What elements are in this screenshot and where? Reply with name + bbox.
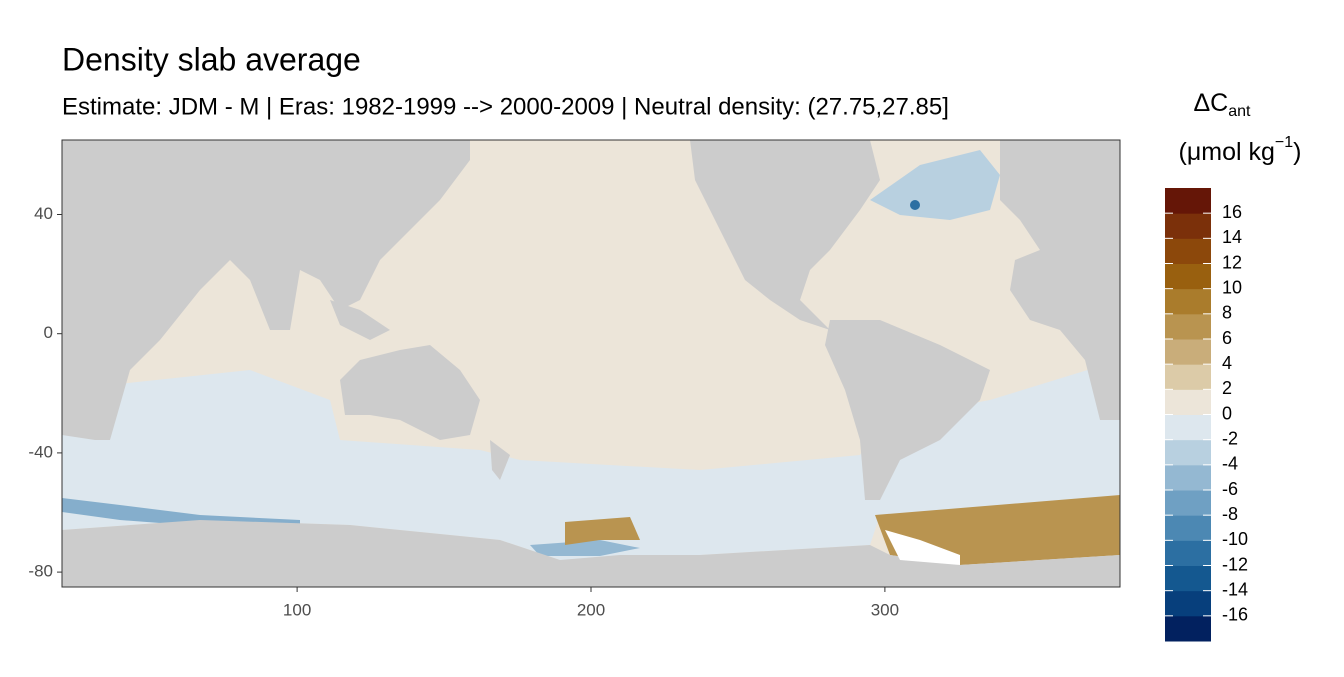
x-tick-label: 300 [871,600,899,619]
eurasia-africa [62,140,470,440]
colorbar-label: 0 [1222,403,1232,423]
colorbar-bin [1165,389,1211,415]
legend-title-main: ΔC [1193,89,1228,117]
colorbar-bin [1165,339,1211,365]
legend-title-sub: ant [1228,103,1251,120]
legend-unit-sup: −1 [1275,134,1293,151]
colorbar-bin [1165,565,1211,592]
colorbar-label: -14 [1222,579,1248,599]
colorbar-label: 6 [1222,328,1232,348]
legend-unit-close: ) [1293,138,1301,166]
x-tick-label: 100 [283,600,311,619]
colorbar-label: 2 [1222,378,1232,398]
south-america [825,320,990,500]
antarctica [62,520,1120,587]
legend-title: ΔCant [1193,89,1251,121]
colorbar-label: -8 [1222,504,1238,524]
north-atlantic-patch [870,150,1000,220]
southern-ocean [62,360,1120,560]
colorbar-bin [1165,540,1211,566]
colorbar-bin [1165,213,1211,239]
chart-title: Density slab average [62,41,361,77]
colorbar-label: -12 [1222,554,1248,574]
x-tick-label: 200 [577,600,605,619]
legend-unit-main: (μmol kg [1179,138,1275,166]
chart-subtitle: Estimate: JDM - M | Eras: 1982-1999 --> … [62,93,949,120]
colorbar-label: 14 [1222,227,1242,247]
colorbar-label: 12 [1222,252,1242,272]
y-tick-label: -80 [28,562,53,581]
colorbar-label: -10 [1222,529,1248,549]
deep-blue-spot [910,200,920,210]
colorbar-label: -16 [1222,605,1248,625]
colorbar-bin [1165,490,1211,516]
y-tick-label: -40 [28,442,53,461]
colorbar-bin [1165,313,1211,340]
colorbar-bin [1165,288,1211,315]
colorbar-label: 10 [1222,277,1242,297]
colorbar-bin [1165,263,1211,290]
colorbar-bin [1165,464,1211,491]
y-tick-label: 0 [44,323,53,342]
legend-unit: (μmol kg−1) [1179,134,1302,165]
white-patch [885,530,960,565]
australia [340,345,480,440]
blue-streak [62,498,300,528]
colorbar-bin [1165,439,1211,466]
colorbar-bin [1165,364,1211,390]
colorbar-label: -6 [1222,479,1238,499]
y-tick-label: 40 [34,204,53,223]
colorbar-label: 4 [1222,353,1232,373]
colorbar-bin [1165,590,1211,617]
colorbar-bin [1165,238,1211,264]
colorbar-bin [1165,515,1211,541]
colorbar-bin [1165,188,1211,214]
ross-blue [530,540,640,556]
colorbar-label: 16 [1222,202,1242,222]
new-zealand [490,440,510,480]
north-america [690,140,880,330]
colorbar-label: -2 [1222,428,1238,448]
indonesia [330,300,390,340]
ross-brown [565,517,640,545]
colorbar-bin [1165,615,1211,642]
map [62,140,1120,587]
colorbar-label: -4 [1222,454,1238,474]
colorbar-bin [1165,414,1211,441]
colorbar-label: 8 [1222,303,1232,323]
europe-africa [1000,140,1120,420]
